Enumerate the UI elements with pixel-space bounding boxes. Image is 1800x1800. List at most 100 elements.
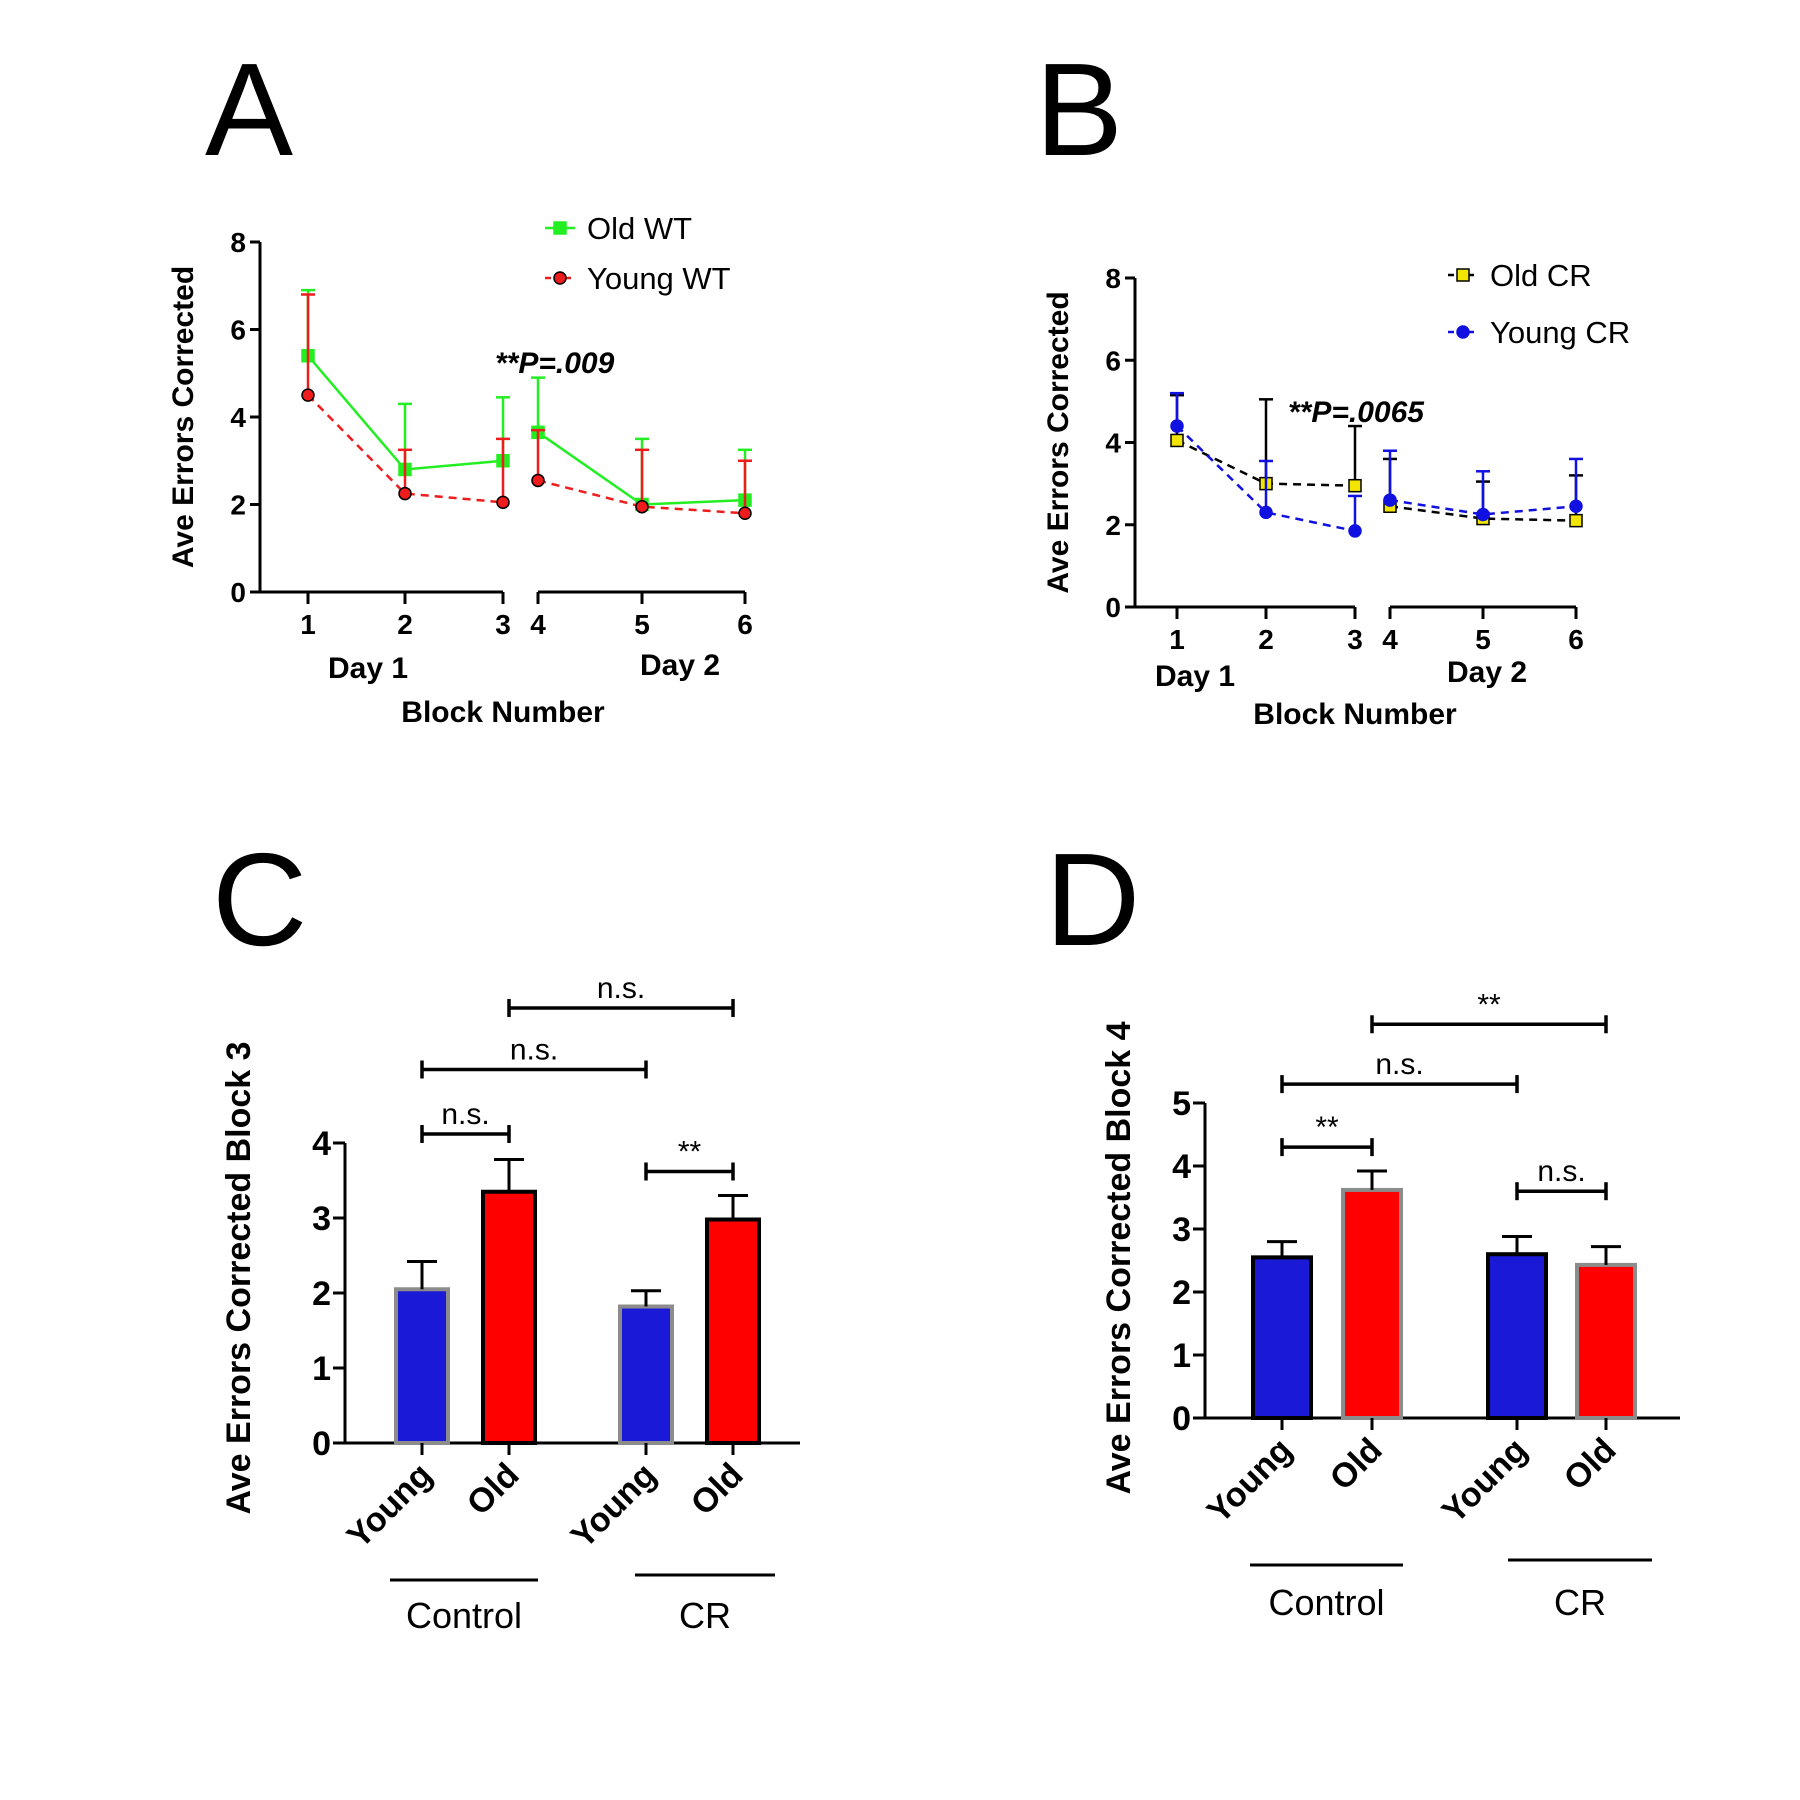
x-tick-label: 6 [737,609,753,640]
series-line [1389,505,1577,522]
group-label-cr: CR [679,1595,731,1636]
data-point [398,486,412,501]
chart-d: 0 1 2 3 4 5 Ave Errors Corrected Block 4 Young O… [1100,988,1680,1623]
data-point [738,506,752,520]
p-value-annotation: **P=.009 [495,347,615,380]
group-label-cr: CR [1554,1582,1606,1623]
day-2-label: Day 2 [640,649,720,682]
series-line [1389,498,1577,516]
panel-letter-a: A [205,36,293,183]
bar-young [1251,1255,1313,1420]
x-axis-title: Block Number [401,696,605,729]
series-young-wt: Young WT [301,261,752,520]
data-point [1348,478,1362,493]
x-tick-label: 5 [634,609,650,640]
day-2-label: Day 2 [1447,656,1527,689]
significance-label: n.s. [597,972,645,1005]
y-tick-label: 4 [1172,1148,1191,1186]
legend-marker [1456,325,1470,339]
significance-bracket: n.s. [1515,1155,1608,1201]
significance-bracket: n.s. [420,1034,648,1079]
x-tick-label: 1 [1169,624,1185,655]
y-tick-label: 2 [312,1275,331,1313]
chart-c: 0 1 2 3 4 Ave Errors Corrected Block 3 Young Ol… [220,972,800,1636]
y-tick-label: 4 [312,1125,331,1163]
data-point [1170,433,1184,448]
x-tick-label: Old [1323,1431,1390,1498]
significance-label: n.s. [510,1034,558,1067]
y-tick-label: 1 [1172,1337,1191,1375]
series-line [307,394,504,504]
panel-letter-d: D [1045,826,1140,973]
x-tick-label: 4 [530,609,546,640]
x-tick-label: 6 [1568,624,1584,655]
p-value-annotation: **P=.0065 [1288,396,1425,429]
legend-marker [553,221,567,235]
x-tick-label: 1 [300,609,316,640]
bar-young [1486,1252,1548,1420]
y-axis-title: Ave Errors Corrected Block 3 [220,1041,258,1514]
x-axis-title: Block Number [1253,698,1457,731]
significance-label: n.s. [441,1098,489,1131]
legend-label: Young CR [1490,315,1630,350]
y-tick-label: 3 [1172,1211,1191,1249]
data-point [1569,499,1583,513]
x-tick-label: 5 [1475,624,1491,655]
legend-marker [553,271,567,285]
y-tick-label: 8 [230,227,246,258]
y-tick-label: 5 [1172,1085,1191,1123]
x-tick-label: Young [1200,1431,1300,1531]
y-tick-label: 0 [1105,592,1121,623]
significance-bracket: ** [1370,988,1608,1034]
legend-label: Old CR [1490,258,1592,293]
x-tick-label: Young [564,1456,664,1556]
x-tick-label: 2 [397,609,413,640]
data-point [1476,507,1490,522]
bar-young [394,1287,450,1445]
y-tick-label: 6 [1105,345,1121,376]
y-tick-label: 0 [230,577,246,608]
y-tick-label: 2 [230,490,246,521]
significance-bracket: n.s. [420,1098,511,1143]
bar-old [1341,1187,1403,1420]
y-tick-label: 4 [230,402,246,433]
y-tick-label: 1 [312,1350,331,1388]
y-tick-label: 3 [312,1200,331,1238]
series-line [537,479,746,515]
data-point [301,388,315,402]
panel-letter-c: C [212,826,307,973]
bar-young [618,1304,674,1445]
x-tick-label: 4 [1382,624,1398,655]
panel-letter-b: B [1035,36,1123,183]
group-label-control: Control [406,1595,522,1636]
significance-label: ** [1477,988,1501,1021]
y-tick-label: 6 [230,315,246,346]
day-1-label: Day 1 [328,652,408,685]
y-tick-label: 0 [312,1425,331,1463]
significance-label: ** [1315,1111,1339,1144]
y-axis-title: Ave Errors Corrected [167,266,200,568]
data-point [531,473,545,488]
significance-bracket: ** [1280,1111,1374,1157]
group-label-control: Control [1268,1582,1384,1623]
y-axis-title: Ave Errors Corrected [1042,291,1075,593]
bar-old [705,1217,761,1445]
x-tick-label: 3 [495,609,511,640]
significance-bracket: n.s. [507,972,735,1017]
data-point [496,495,510,510]
data-point [1170,419,1184,433]
x-tick-label: Young [1435,1431,1535,1531]
y-tick-label: 2 [1172,1274,1191,1312]
x-tick-label: 2 [1258,624,1274,655]
y-tick-label: 8 [1105,263,1121,294]
x-tick-label: 3 [1347,624,1363,655]
legend-marker [1456,268,1470,282]
significance-label: ** [678,1136,702,1169]
data-point [1348,524,1362,538]
data-point [1383,493,1397,507]
significance-label: n.s. [1375,1048,1423,1081]
bar-old [481,1189,537,1445]
data-point [1569,513,1583,528]
y-tick-label: 2 [1105,510,1121,541]
